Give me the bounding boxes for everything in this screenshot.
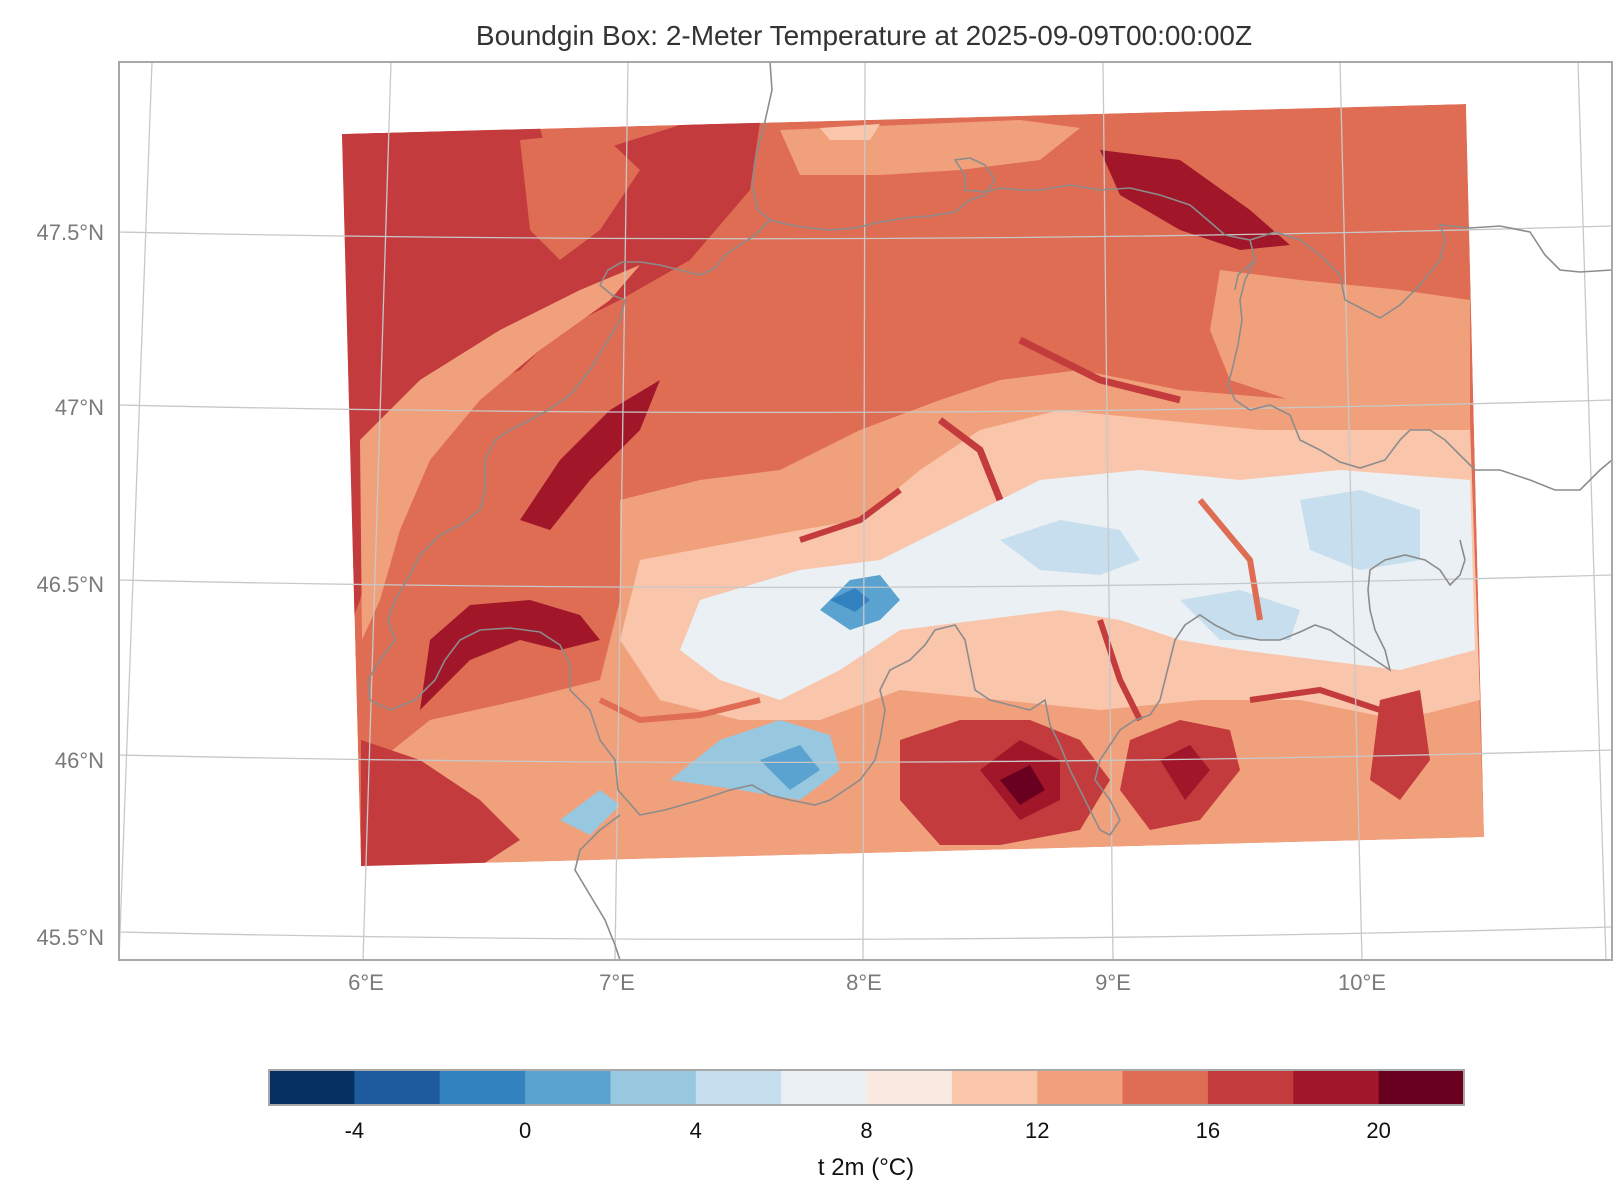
gridline-lat bbox=[119, 749, 1612, 764]
colorbar-swatch bbox=[610, 1070, 697, 1105]
cold-area bbox=[1300, 490, 1420, 570]
lat-tick-label: 47°N bbox=[55, 395, 104, 420]
map-frame bbox=[118, 61, 1613, 961]
colorbar-swatch bbox=[354, 1070, 441, 1105]
colorbar-swatch bbox=[1122, 1070, 1209, 1105]
temperature-field bbox=[342, 104, 1484, 866]
colorbar-swatch bbox=[1293, 1070, 1380, 1105]
warmest-valley bbox=[1000, 765, 1045, 805]
colorbar-swatch bbox=[781, 1070, 868, 1105]
colorbar-swatch bbox=[951, 1070, 1038, 1105]
colorbar-tick-label: 20 bbox=[1366, 1118, 1390, 1143]
lon-tick-labels: 6°E 7°E 8°E 9°E 10°E bbox=[348, 970, 1386, 995]
colorbar-tick-label: -4 bbox=[345, 1118, 365, 1143]
country-borders bbox=[367, 62, 1612, 960]
lon-tick-label: 9°E bbox=[1095, 970, 1131, 995]
region bbox=[520, 132, 640, 260]
colorbar-tick-label: 8 bbox=[860, 1118, 872, 1143]
warm-region-northwest bbox=[342, 122, 760, 640]
colorbar-swatch bbox=[525, 1070, 612, 1105]
cold-peak-montblanc bbox=[560, 790, 620, 835]
lat-tick-label: 46.5°N bbox=[36, 572, 104, 597]
colorbar-swatch bbox=[269, 1070, 355, 1105]
colorbar-ticks: -4 0 4 8 12 16 20 bbox=[345, 1118, 1391, 1143]
gridlines bbox=[119, 62, 1612, 960]
valley-streak bbox=[1018, 336, 1181, 404]
colorbar-tick-label: 4 bbox=[690, 1118, 702, 1143]
gridline-lon bbox=[1102, 62, 1114, 960]
cool-band-jura bbox=[360, 265, 640, 640]
colorbar-frame bbox=[268, 1069, 1465, 1106]
colorbar-swatch bbox=[439, 1070, 526, 1105]
colorbar-swatch bbox=[1037, 1070, 1124, 1105]
gridline-lon bbox=[1577, 62, 1607, 960]
warm-valley-geneva bbox=[420, 600, 600, 710]
colorbar-label: t 2m (°C) bbox=[818, 1154, 914, 1181]
gridline-lon bbox=[1339, 62, 1363, 960]
lon-tick-label: 10°E bbox=[1338, 970, 1386, 995]
valley-streak bbox=[1197, 498, 1263, 621]
alps-cold bbox=[680, 470, 1475, 700]
colorbar-tick-label: 16 bbox=[1196, 1118, 1220, 1143]
lon-tick-label: 6°E bbox=[348, 970, 384, 995]
cold-area bbox=[1000, 520, 1140, 575]
valley-streak bbox=[1097, 619, 1143, 722]
gridline-lat bbox=[119, 399, 1612, 414]
region bbox=[1210, 270, 1470, 420]
gridline-lon bbox=[862, 62, 866, 960]
colorbar-tick-label: 12 bbox=[1025, 1118, 1049, 1143]
colorbar-swatches bbox=[269, 1070, 1465, 1105]
chart-title: Boundgin Box: 2-Meter Temperature at 202… bbox=[476, 20, 1252, 51]
cold-area bbox=[1180, 590, 1300, 640]
valley-streak bbox=[1249, 686, 1381, 713]
lat-tick-label: 45.5°N bbox=[36, 925, 104, 950]
warm-region-bodensee bbox=[1100, 150, 1290, 250]
gridline-lon bbox=[119, 62, 153, 960]
valley-streak-rhone bbox=[598, 697, 761, 724]
warm-valley-aare bbox=[520, 380, 660, 530]
valley-streak bbox=[937, 417, 1004, 502]
gridline-lat bbox=[119, 225, 1612, 240]
gridline-lon bbox=[362, 62, 392, 960]
colorbar-swatch bbox=[866, 1070, 953, 1105]
colorbar-swatch bbox=[1207, 1070, 1294, 1105]
colorbar-swatch bbox=[1378, 1070, 1465, 1105]
warm-valley-east bbox=[1370, 690, 1430, 800]
lon-tick-label: 7°E bbox=[599, 970, 635, 995]
lat-tick-label: 47.5°N bbox=[36, 220, 104, 245]
warm-region-southwest bbox=[361, 740, 520, 866]
colorbar: -4 0 4 8 12 16 20 t 2m (°C) bbox=[268, 1069, 1465, 1181]
lon-tick-label: 8°E bbox=[846, 970, 882, 995]
colorbar-tick-label: 0 bbox=[519, 1118, 531, 1143]
lat-tick-label: 46°N bbox=[55, 748, 104, 773]
colorbar-swatch bbox=[695, 1070, 782, 1105]
cold-peak-valais-core bbox=[760, 745, 820, 790]
cold-peak-core bbox=[830, 588, 870, 612]
valley-streak bbox=[799, 487, 902, 543]
gridline-lat bbox=[119, 574, 1612, 589]
lat-tick-labels: 47.5°N 47°N 46.5°N 46°N 45.5°N bbox=[36, 220, 104, 950]
gridline-lon bbox=[614, 62, 629, 960]
